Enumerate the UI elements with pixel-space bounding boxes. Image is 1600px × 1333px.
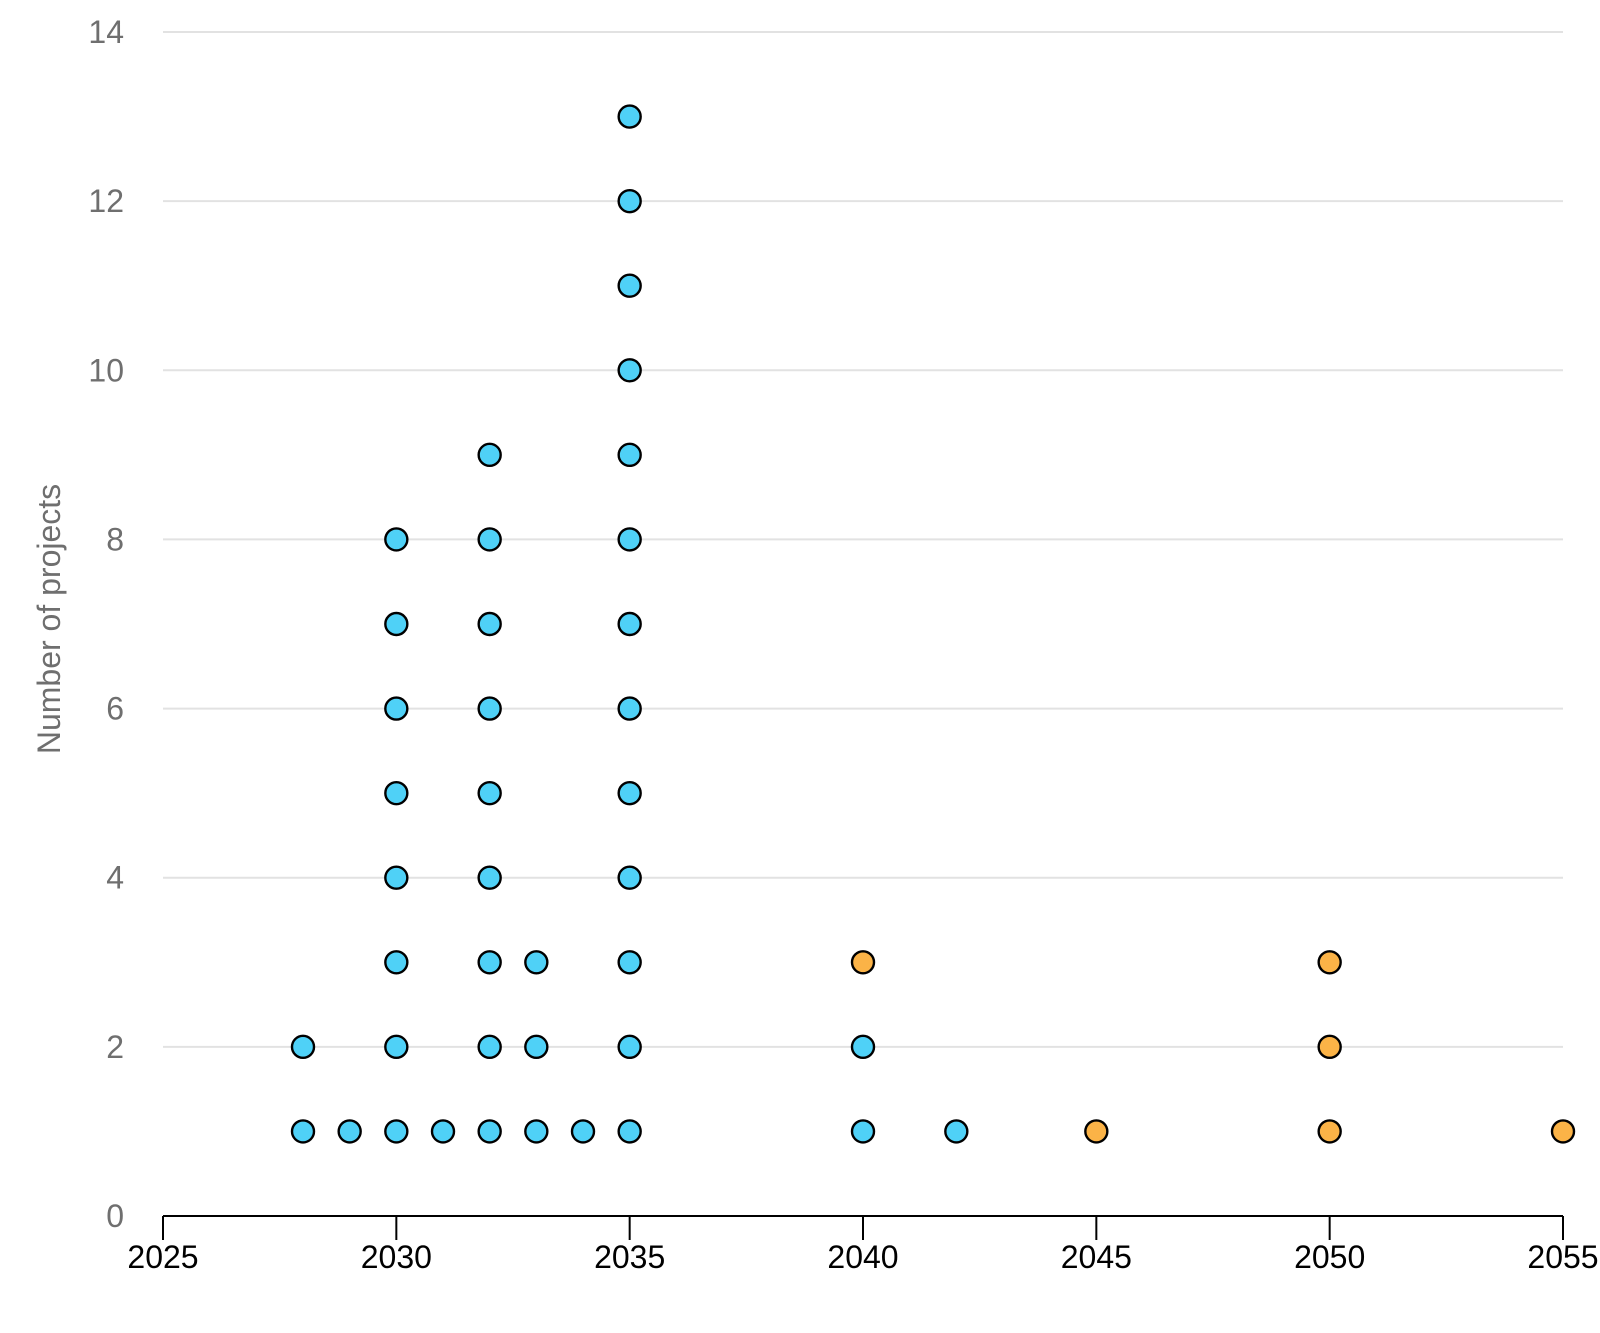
data-point — [524, 950, 549, 975]
grid-layer — [163, 31, 1563, 1048]
data-point — [617, 442, 642, 468]
data-point — [384, 865, 409, 890]
data-point — [570, 1119, 596, 1144]
x-tick-label: 2050 — [1294, 1239, 1365, 1275]
data-point — [477, 1034, 502, 1060]
data-point — [850, 1119, 876, 1144]
data-point — [477, 780, 502, 806]
data-point — [1317, 1119, 1342, 1144]
data-point — [617, 273, 642, 298]
y-tick-label: 10 — [88, 352, 124, 388]
data-point — [617, 950, 642, 975]
data-point — [617, 696, 642, 721]
x-tick-label: 2045 — [1061, 1239, 1132, 1275]
y-axis-title: Number of projects — [31, 484, 67, 754]
data-point — [617, 865, 642, 890]
data-point — [617, 358, 642, 383]
data-point — [384, 611, 409, 637]
data-point — [384, 1034, 409, 1060]
x-tick-label: 2035 — [594, 1239, 665, 1275]
x-tick-label: 2025 — [127, 1239, 198, 1275]
data-point — [617, 104, 642, 129]
data-point — [337, 1119, 362, 1144]
data-point — [477, 527, 502, 552]
data-point — [617, 527, 642, 552]
data-point — [1317, 1034, 1342, 1060]
y-tick-label: 12 — [88, 183, 124, 219]
data-point — [384, 950, 409, 975]
y-tick-label: 2 — [106, 1029, 124, 1065]
data-point — [850, 950, 876, 975]
data-point — [524, 1034, 549, 1060]
data-point — [1317, 950, 1342, 975]
data-point — [384, 1119, 409, 1144]
y-tick-label: 0 — [106, 1198, 124, 1234]
data-point — [617, 1119, 642, 1144]
data-point — [617, 780, 642, 806]
y-tick-label: 8 — [106, 521, 124, 557]
data-point — [290, 1034, 316, 1060]
data-point — [477, 950, 502, 975]
data-point — [477, 442, 502, 468]
data-point — [290, 1119, 316, 1144]
x-tick-label: 2040 — [827, 1239, 898, 1275]
data-point — [384, 527, 409, 552]
data-point — [477, 611, 502, 637]
x-tick-label: 2030 — [361, 1239, 432, 1275]
data-point — [1550, 1119, 1576, 1144]
x-tick-label: 2055 — [1527, 1239, 1598, 1275]
points-layer — [290, 104, 1576, 1144]
data-point — [1084, 1119, 1109, 1144]
data-point — [524, 1119, 549, 1144]
data-point — [617, 1034, 642, 1060]
data-point — [477, 1119, 502, 1144]
axis-layer: 0 2 4 6 8 10 12 14 2025 2030 2035 2040 2045 2050 2055 — [88, 14, 1598, 1275]
data-point — [477, 696, 502, 721]
data-point — [944, 1119, 969, 1144]
y-tick-label: 4 — [106, 860, 124, 896]
data-point — [384, 696, 409, 721]
y-tick-label: 14 — [88, 14, 124, 50]
data-point — [384, 780, 409, 806]
data-point — [430, 1119, 456, 1144]
data-point — [617, 611, 642, 637]
data-point — [850, 1034, 876, 1060]
y-tick-label: 6 — [106, 691, 124, 727]
data-point — [477, 865, 502, 890]
data-point — [617, 188, 642, 214]
